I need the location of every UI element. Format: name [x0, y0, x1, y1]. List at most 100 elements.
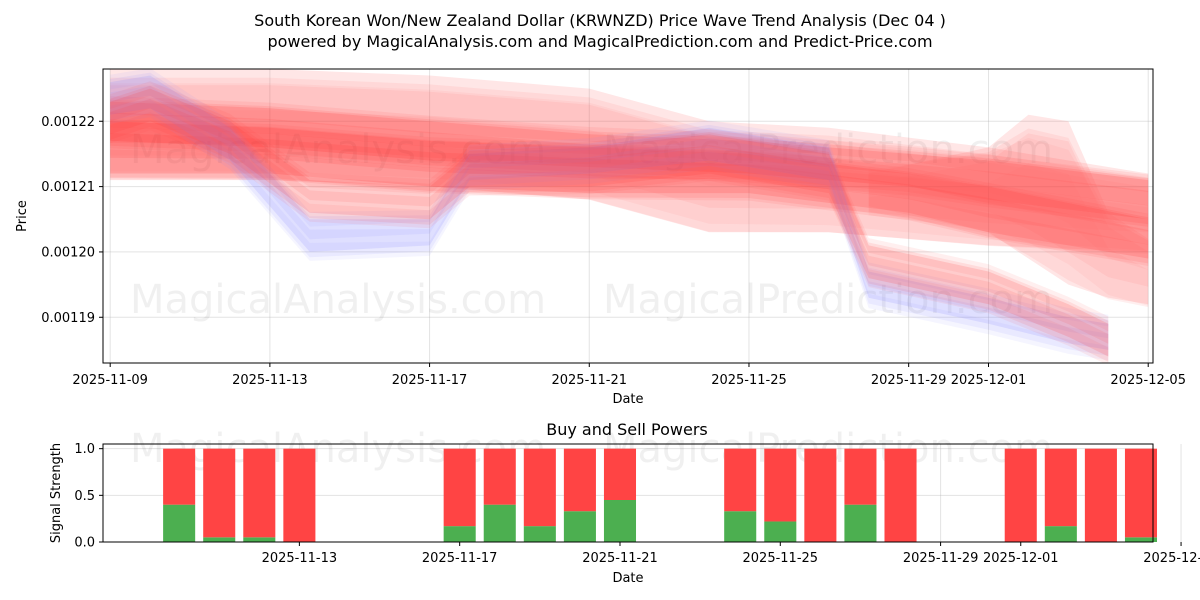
power-x-tick-label: 2025-11-21 [582, 551, 658, 566]
sell-power-bar [603, 448, 637, 500]
sell-power-bar [523, 448, 556, 527]
watermark-prediction-lower: MagicalPrediction.com [603, 277, 1053, 323]
sell-power-bar [203, 448, 236, 538]
price-grid [103, 69, 1153, 363]
price-band-wave-broad-band [110, 110, 1149, 251]
sell-power-bar [1124, 448, 1158, 538]
price-band-wave-forecast-spike [868, 137, 1149, 270]
price-band-wave-forecast-spike [868, 128, 1149, 287]
price-y-label: Price [15, 200, 30, 232]
power-x-tick-label: 2025-11-13 [262, 551, 338, 566]
buy-power-bar [764, 521, 797, 542]
sell-power-bar [724, 448, 757, 512]
sell-power-bar [884, 448, 917, 542]
price-y-tick-label: 0.00120 [41, 245, 95, 260]
sell-power-bar [483, 448, 516, 505]
power-plot-frame [102, 443, 1154, 543]
watermark-analysis: MagicalAnalysis.com [130, 127, 546, 173]
sell-power-bar [1084, 448, 1117, 542]
power-y-ticks: 0.0 0.5 1.0 [74, 442, 103, 551]
price-band-wave-upper-main [110, 112, 1149, 225]
chart-title-line2: powered by MagicalAnalysis.com and Magic… [267, 32, 932, 51]
price-band-wave-forecast-spike [868, 133, 1149, 308]
price-x-ticks: 2025-11-09 2025-11-13 2025-11-17 2025-11-21… [72, 363, 1186, 388]
power-x-ticks: 2025-11-13 2025-11-17 2025-11-21 2025-11-25… [262, 542, 1200, 566]
price-y-tick-label: 0.00121 [41, 180, 95, 195]
buy-power-bar [724, 511, 757, 542]
chart-title-line1: South Korean Won/New Zealand Dollar (KRW… [254, 11, 946, 30]
price-band-wave-upper-main [110, 101, 1149, 220]
sell-power-bar [283, 448, 316, 542]
price-band-wave-red-path [110, 88, 1109, 357]
sell-power-bar [163, 448, 196, 505]
power-x-tick-label: 2025-11-29 [903, 551, 979, 566]
sell-power-bar [243, 448, 276, 538]
power-y-tick-label: 0.0 [74, 536, 95, 551]
price-band-wave-blue-path [110, 72, 1109, 339]
price-x-tick-label: 2025-11-13 [232, 373, 308, 388]
power-panel: Buy and Sell Powers MagicalAnalysis.com … [49, 420, 1200, 586]
price-band-wave-upper-main [110, 99, 1149, 206]
price-band-wave-red-path [110, 85, 1109, 344]
power-bars [163, 448, 1158, 542]
sell-power-bar [1004, 448, 1037, 542]
price-band-wave-blue-path [110, 69, 1109, 327]
sell-power-bar [844, 448, 877, 505]
sell-power-bar [443, 448, 476, 527]
price-band-wave-blue-path [110, 85, 1109, 356]
price-x-tick-label: 2025-11-21 [551, 373, 627, 388]
price-band-wave-broad-band [110, 85, 1149, 254]
price-y-tick-label: 0.00122 [41, 115, 95, 130]
sell-power-bar [764, 448, 797, 522]
price-x-tick-label: 2025-12-01 [951, 373, 1027, 388]
power-x-tick-label: 2025-12-01 [983, 551, 1059, 566]
price-x-tick-label: 2025-11-29 [871, 373, 947, 388]
buy-power-bar [1044, 526, 1077, 542]
price-band-wave-mid-band [110, 121, 1149, 245]
buy-power-bar [1124, 537, 1158, 542]
power-title: Buy and Sell Powers [546, 420, 708, 439]
sell-power-bar [804, 448, 837, 542]
price-band-wave-broad-band [110, 83, 1149, 214]
buy-power-bar [203, 537, 236, 542]
power-x-tick-label: 2025-12-05 [1143, 551, 1200, 566]
power-x-tick-label: 2025-11-17 [422, 551, 498, 566]
sell-power-bar [1044, 448, 1077, 527]
price-band-group [110, 69, 1149, 363]
buy-power-bar [483, 504, 516, 542]
price-y-ticks: 0.00119 0.00120 0.00121 0.00122 [41, 115, 103, 326]
price-x-tick-label: 2025-11-09 [72, 373, 148, 388]
price-band-wave-red-path [110, 81, 1109, 332]
buy-power-bar [603, 500, 637, 542]
buy-power-bar [563, 511, 596, 542]
price-band-wave-red-path [110, 98, 1109, 362]
buy-power-bar [443, 526, 476, 542]
price-band-wave-mid-band [110, 119, 1149, 232]
price-x-tick-label: 2025-12-05 [1110, 373, 1186, 388]
power-x-tick-label: 2025-11-25 [743, 551, 819, 566]
price-bands [110, 69, 1149, 363]
price-band-wave-blue-path [110, 75, 1109, 350]
price-band-wave-blue-path [110, 99, 1109, 361]
price-band-wave-forecast-spike [868, 163, 1149, 306]
buy-power-bar [523, 526, 556, 542]
price-x-label: Date [612, 392, 643, 407]
price-plot-area [103, 69, 1153, 363]
buy-power-bar [243, 537, 276, 542]
watermark-analysis-lower: MagicalAnalysis.com [130, 277, 546, 323]
price-band-wave-mid-band [110, 133, 1149, 264]
power-y-label: Signal Strength [49, 443, 64, 543]
sell-power-bar [563, 448, 596, 512]
price-band-wave-broad-band [110, 69, 1149, 252]
price-band-wave-mid-band [110, 121, 1149, 259]
price-band-wave-upper-main [110, 96, 1149, 193]
price-x-tick-label: 2025-11-17 [392, 373, 468, 388]
price-band-wave-upper-main [110, 126, 1149, 227]
price-plot-frame [102, 68, 1154, 364]
watermark-analysis-power: MagicalAnalysis.com [130, 426, 546, 472]
price-panel: MagicalAnalysis.com MagicalPrediction.co… [15, 68, 1186, 407]
price-band-wave-forecast-spike [868, 114, 1149, 305]
price-band-wave-broad-band [110, 77, 1149, 233]
price-band-wave-red-path [110, 112, 1109, 363]
